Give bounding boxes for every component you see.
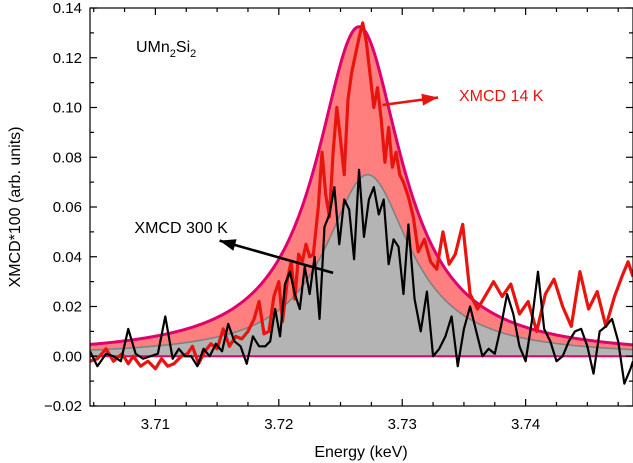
annotation-arrow-head [421,93,439,106]
annotation-arrow-line [219,239,334,275]
y-axis-title: XMCD*100 (arb. units) [7,127,24,288]
y-tick-label: 0.00 [53,348,82,365]
axis-ticks: 3.71 3.72 3.73 3.74 −0.02 0.00 0.02 0.04 0.06 0.0… [44,0,633,433]
annotation-label: XMCD 14 K [459,88,544,105]
data-lines [90,21,633,385]
x-tick-label: 3.73 [388,416,417,433]
plot-frame [89,7,633,407]
x-tick-label: 3.74 [511,416,540,433]
annotation-14k: XMCD 14 K [382,88,544,107]
series-line-300k [90,168,633,385]
x-tick-label: 3.72 [264,416,293,433]
y-tick-label: 0.04 [53,249,82,266]
annotation-label: XMCD 300 K [134,220,228,237]
y-tick-label: −0.02 [44,398,82,415]
series-line-14k [90,21,633,371]
y-tick-label: 0.02 [53,299,82,316]
sample-label: UMn2Si2 [136,39,196,60]
fit-area-300k-edge [90,173,633,351]
annotation-arrow-head [219,239,237,251]
annotations: XMCD 14 K XMCD 300 K [134,88,544,275]
annotation-300k: XMCD 300 K [134,220,334,275]
y-tick-label: 0.06 [53,199,82,216]
x-tick-label: 3.71 [141,416,170,433]
y-tick-label: 0.10 [53,100,82,117]
y-tick-label: 0.08 [53,149,82,166]
fit-area-300k [90,174,633,357]
y-tick-label: 0.14 [53,0,82,17]
y-tick-label: 0.12 [53,50,82,67]
x-axis-title: Energy (keV) [314,444,407,461]
